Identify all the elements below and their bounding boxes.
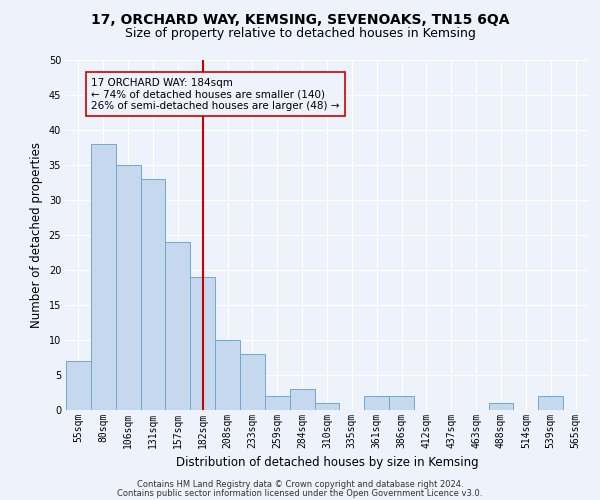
Text: 17 ORCHARD WAY: 184sqm
← 74% of detached houses are smaller (140)
26% of semi-de: 17 ORCHARD WAY: 184sqm ← 74% of detached… — [91, 78, 340, 110]
Text: Size of property relative to detached houses in Kemsing: Size of property relative to detached ho… — [125, 28, 475, 40]
Bar — [116, 165, 140, 410]
Bar — [66, 361, 91, 410]
Bar — [240, 354, 265, 410]
Bar — [314, 403, 340, 410]
Text: Contains public sector information licensed under the Open Government Licence v3: Contains public sector information licen… — [118, 489, 482, 498]
Bar — [166, 242, 190, 410]
Bar — [215, 340, 240, 410]
Text: Contains HM Land Registry data © Crown copyright and database right 2024.: Contains HM Land Registry data © Crown c… — [137, 480, 463, 489]
Bar — [265, 396, 290, 410]
Bar — [190, 277, 215, 410]
Bar — [290, 389, 314, 410]
X-axis label: Distribution of detached houses by size in Kemsing: Distribution of detached houses by size … — [176, 456, 478, 469]
Bar — [488, 403, 514, 410]
Text: 17, ORCHARD WAY, KEMSING, SEVENOAKS, TN15 6QA: 17, ORCHARD WAY, KEMSING, SEVENOAKS, TN1… — [91, 12, 509, 26]
Bar — [538, 396, 563, 410]
Bar — [140, 179, 166, 410]
Bar — [389, 396, 414, 410]
Bar — [91, 144, 116, 410]
Bar — [364, 396, 389, 410]
Y-axis label: Number of detached properties: Number of detached properties — [30, 142, 43, 328]
